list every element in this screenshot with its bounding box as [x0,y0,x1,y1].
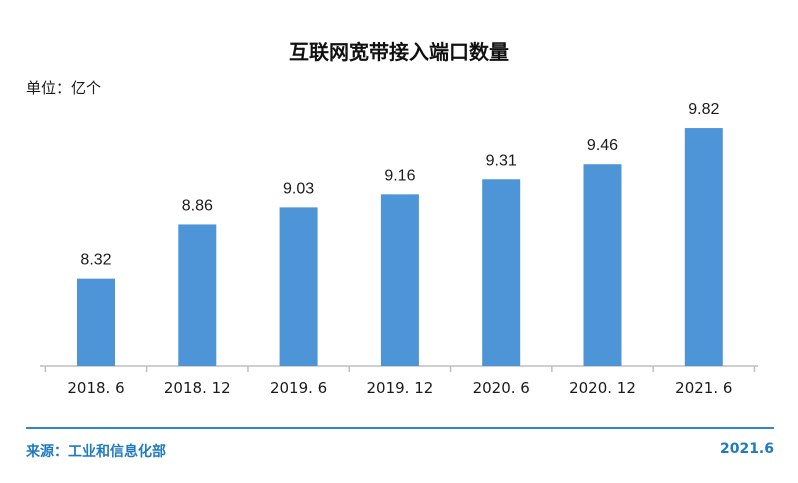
bar-3 [279,207,318,366]
bar-chart: 8.328.869.039.169.319.469.82 2018. 6 2018… [40,101,758,397]
category-label-5: 2020. 6 [473,379,530,397]
category-labels: 2018. 6 2018. 12 2019. 6 2019. 12 2020. 6 202… [67,379,732,397]
x-axis-ticks [44,366,756,372]
footer-date: 2021.6 [719,441,774,457]
value-label-6: 9.46 [587,137,618,154]
bar-5 [482,179,521,366]
category-label-4: 2019. 12 [367,379,434,397]
footer-divider [26,427,774,429]
value-label-5: 9.31 [486,152,517,169]
category-label-1: 2018. 6 [67,379,124,397]
bars [77,128,723,366]
category-label-7: 2021. 6 [675,379,732,397]
category-label-6: 2020. 12 [569,379,636,397]
value-label-2: 8.86 [182,197,213,214]
bar-4 [380,194,419,366]
value-label-4: 9.16 [384,167,415,184]
value-labels: 8.32 8.86 9.03 9.16 9.31 9.46 9.82 [80,101,719,269]
value-label-3: 9.03 [283,180,314,197]
category-label-3: 2019. 6 [270,379,327,397]
bar-2 [178,224,217,366]
footer-source: 来源：工业和信息化部 [26,444,166,460]
unit-label: 单位：亿个 [26,79,102,97]
chart-title: 互联网宽带接入端口数量 [289,40,509,64]
value-label-7: 9.82 [688,101,719,118]
value-label-1: 8.32 [80,252,111,269]
bar-6 [583,164,622,366]
bar-7 [684,128,723,366]
category-label-2: 2018. 12 [164,379,231,397]
bar-1 [77,278,115,366]
